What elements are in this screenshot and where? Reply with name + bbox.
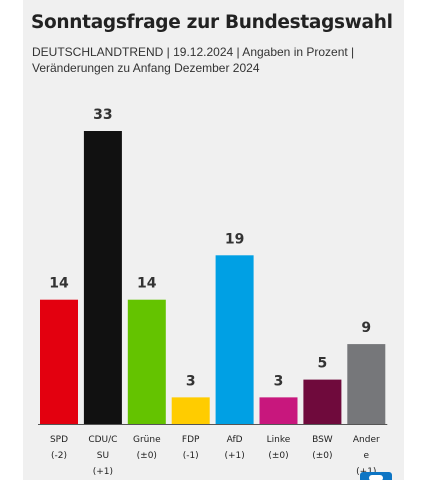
change-label-spd: (-2) [51,451,67,461]
broadcaster-logo [360,472,392,480]
category-label-linke: Linke [267,435,291,445]
value-label-gr-ne: 14 [137,276,157,292]
bar-afd [215,255,254,424]
category-label-cdu-csu-2: SU [97,451,109,461]
value-label-spd: 14 [49,276,69,292]
bar-cdu-csu [83,131,122,424]
chart-title: Sonntagsfrage zur Bundestagswahl [31,12,393,33]
bar-fdp [171,397,210,424]
value-label-andere: 9 [361,320,371,336]
bar-chart: 14 SPD (-2) 33 CDU/C SU (+1) 14 Grüne (±0) 3 FDP (-1… [38,107,388,477]
category-label-afd: AfD [227,435,243,445]
category-label-bsw: BSW [312,435,333,445]
value-label-bsw: 5 [318,356,328,372]
bar-bsw [303,379,342,424]
change-label-gr-ne: (±0) [137,451,157,461]
change-label-bsw: (±0) [312,451,332,461]
value-label-linke: 3 [274,373,284,389]
category-label-fdp: FDP [182,435,200,445]
value-label-fdp: 3 [186,373,196,389]
category-label-spd: SPD [50,435,68,445]
change-label-linke: (±0) [268,451,288,461]
bar-andere [347,344,386,424]
chart-subtitle: DEUTSCHLANDTREND | 19.12.2024 | Angaben … [32,45,355,75]
change-label-cdu-csu: (+1) [93,467,113,477]
category-label-andere: Ander [353,435,380,445]
change-label-afd: (+1) [224,451,244,461]
category-label-cdu-csu: CDU/C [88,435,117,445]
category-label-gr-ne: Grüne [133,435,161,445]
category-label-andere-2: e [364,451,370,461]
change-label-fdp: (-1) [183,451,199,461]
bar-linke [259,397,298,424]
value-label-afd: 19 [225,231,244,247]
bar-spd [40,299,78,424]
value-label-cdu-csu: 33 [93,107,112,123]
chart-card: Sonntagsfrage zur Bundestagswahl DEUTSCH… [23,0,404,480]
bar-gr-ne [127,299,166,424]
